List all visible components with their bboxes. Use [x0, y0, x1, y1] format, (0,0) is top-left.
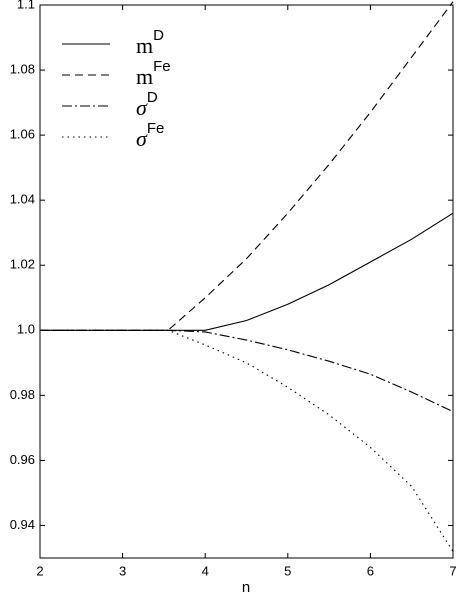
x-tick-label: 5: [284, 563, 291, 578]
y-tick-label: 1.06: [10, 127, 35, 142]
x-tick-label: 2: [36, 563, 43, 578]
legend-name: σ: [136, 126, 148, 151]
y-tick-label: 0.98: [10, 387, 35, 402]
y-tick-label: 1.04: [10, 192, 35, 207]
legend-label: mD: [136, 27, 164, 58]
legend-superscript: Fe: [147, 120, 165, 137]
legend-superscript: D: [153, 27, 164, 44]
legend-label: σFe: [136, 120, 164, 151]
legend-label: σD: [136, 89, 158, 120]
y-tick-label: 0.96: [10, 452, 35, 467]
legend-name: m: [136, 33, 153, 58]
plot-frame: [39, 4, 454, 559]
x-tick-label: 6: [367, 563, 374, 578]
y-tick-label: 1.0: [17, 322, 35, 337]
x-axis-label: n: [242, 579, 250, 596]
y-tick-label: 0.94: [10, 517, 35, 532]
series-line: [40, 212, 454, 331]
legend-name: m: [136, 64, 153, 89]
legend-name: σ: [136, 95, 148, 120]
y-tick-label: 1.08: [10, 61, 35, 76]
series-line: [40, 329, 454, 552]
x-tick-label: 4: [202, 563, 209, 578]
x-tick-label: 7: [449, 563, 456, 578]
legend-superscript: D: [147, 89, 158, 106]
y-tick-label: 1.1: [17, 0, 35, 11]
series-line: [40, 329, 454, 413]
y-tick-label: 1.02: [10, 257, 35, 272]
x-tick-label: 3: [119, 563, 126, 578]
series-line: [40, 1, 454, 331]
legend-label: mFe: [136, 58, 171, 89]
legend-superscript: Fe: [153, 58, 171, 75]
